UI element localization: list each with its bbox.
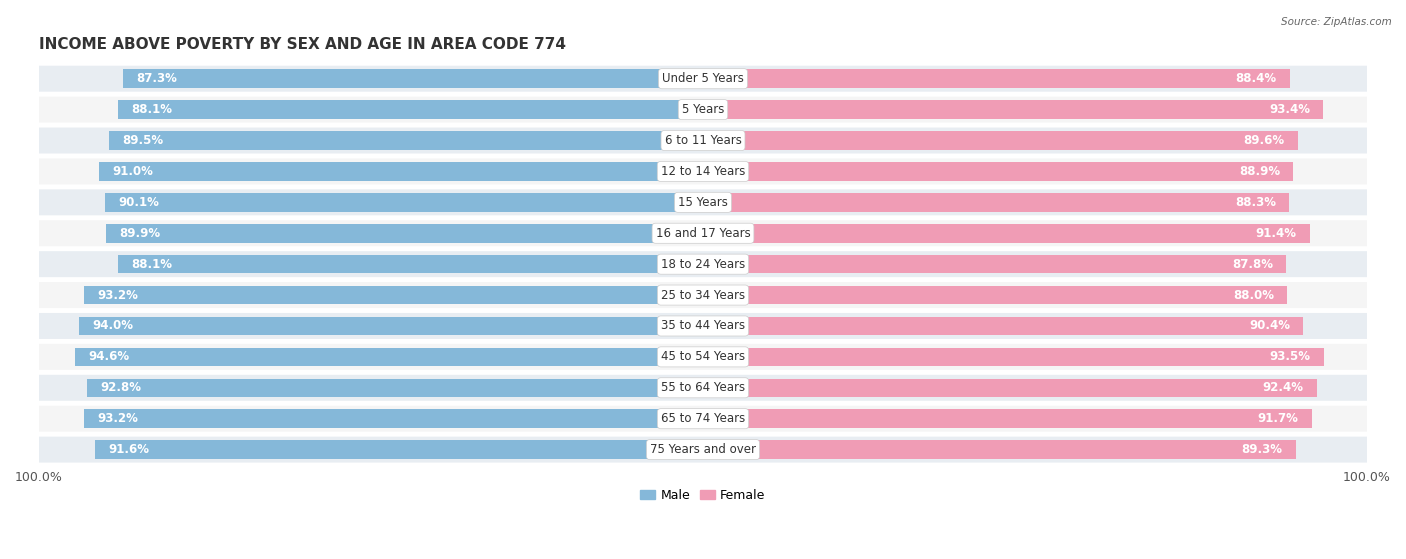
Bar [703,255,1286,273]
Bar [703,378,1316,397]
Bar [79,317,703,335]
Text: 92.4%: 92.4% [1263,381,1303,394]
Text: 12 to 14 Years: 12 to 14 Years [661,165,745,178]
Text: 75 Years and over: 75 Years and over [650,443,756,456]
Bar [87,378,703,397]
Text: 88.0%: 88.0% [1233,288,1274,301]
Text: 65 to 74 Years: 65 to 74 Years [661,412,745,425]
FancyBboxPatch shape [39,406,1367,432]
Text: 89.5%: 89.5% [122,134,163,147]
Text: Source: ZipAtlas.com: Source: ZipAtlas.com [1281,17,1392,27]
Bar [703,193,1289,212]
Text: 5 Years: 5 Years [682,103,724,116]
Text: 88.9%: 88.9% [1239,165,1279,178]
Legend: Male, Female: Male, Female [636,484,770,507]
FancyBboxPatch shape [39,251,1367,277]
Text: 93.2%: 93.2% [97,412,138,425]
Text: 6 to 11 Years: 6 to 11 Years [665,134,741,147]
Text: 45 to 54 Years: 45 to 54 Years [661,350,745,363]
FancyBboxPatch shape [39,437,1367,463]
Text: 25 to 34 Years: 25 to 34 Years [661,288,745,301]
FancyBboxPatch shape [39,313,1367,339]
Text: 93.5%: 93.5% [1270,350,1310,363]
Bar [84,286,703,304]
FancyBboxPatch shape [39,97,1367,122]
Text: 88.1%: 88.1% [131,258,173,271]
Bar [703,409,1312,428]
Text: 94.6%: 94.6% [89,350,129,363]
Bar [703,224,1310,243]
Text: 16 and 17 Years: 16 and 17 Years [655,227,751,240]
FancyBboxPatch shape [39,66,1367,92]
Bar [703,317,1303,335]
Text: 93.4%: 93.4% [1270,103,1310,116]
Bar [703,131,1298,150]
Text: 90.4%: 90.4% [1249,320,1291,333]
Text: 91.4%: 91.4% [1256,227,1296,240]
FancyBboxPatch shape [39,375,1367,401]
Text: 89.6%: 89.6% [1243,134,1285,147]
FancyBboxPatch shape [39,344,1367,370]
Text: 91.7%: 91.7% [1258,412,1299,425]
Text: 88.4%: 88.4% [1236,72,1277,85]
Bar [703,100,1323,119]
Bar [105,224,703,243]
Text: 89.9%: 89.9% [120,227,160,240]
FancyBboxPatch shape [39,127,1367,154]
FancyBboxPatch shape [39,282,1367,308]
Bar [98,162,703,181]
Text: 89.3%: 89.3% [1241,443,1282,456]
Bar [703,348,1324,366]
Text: 18 to 24 Years: 18 to 24 Years [661,258,745,271]
Text: 88.3%: 88.3% [1234,196,1277,209]
Bar [703,440,1296,459]
Bar [84,409,703,428]
Bar [124,69,703,88]
Bar [104,193,703,212]
Bar [118,100,703,119]
Text: 94.0%: 94.0% [91,320,134,333]
Bar [108,131,703,150]
Text: 91.6%: 91.6% [108,443,149,456]
Bar [703,162,1294,181]
Text: 35 to 44 Years: 35 to 44 Years [661,320,745,333]
Text: Under 5 Years: Under 5 Years [662,72,744,85]
Text: 93.2%: 93.2% [97,288,138,301]
Text: 90.1%: 90.1% [118,196,159,209]
Bar [94,440,703,459]
Text: 55 to 64 Years: 55 to 64 Years [661,381,745,394]
FancyBboxPatch shape [39,158,1367,184]
Text: 87.3%: 87.3% [136,72,177,85]
Text: 88.1%: 88.1% [131,103,173,116]
FancyBboxPatch shape [39,190,1367,215]
FancyBboxPatch shape [39,220,1367,246]
Bar [703,69,1291,88]
Text: 87.8%: 87.8% [1232,258,1272,271]
Bar [703,286,1288,304]
Text: 15 Years: 15 Years [678,196,728,209]
Bar [118,255,703,273]
Text: 92.8%: 92.8% [100,381,141,394]
Bar [75,348,703,366]
Text: INCOME ABOVE POVERTY BY SEX AND AGE IN AREA CODE 774: INCOME ABOVE POVERTY BY SEX AND AGE IN A… [39,37,567,53]
Text: 91.0%: 91.0% [112,165,153,178]
